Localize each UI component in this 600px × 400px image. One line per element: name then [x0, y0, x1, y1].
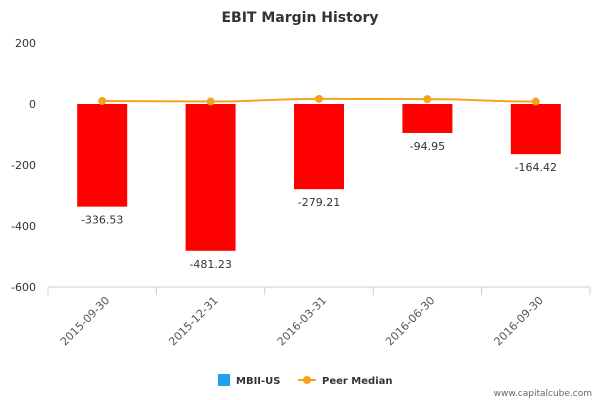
peer-median-point — [423, 95, 432, 104]
y-tick-label: -200 — [11, 159, 36, 172]
y-tick-label: -400 — [11, 220, 36, 233]
x-tick-label: 2016-09-30 — [492, 294, 546, 348]
y-axis: 200 0 -200 -400 -600 — [11, 37, 36, 294]
x-tick-label: 2015-09-30 — [58, 294, 112, 348]
data-label: -336.53 — [81, 214, 123, 227]
chart-title: EBIT Margin History — [221, 10, 378, 26]
x-tick-label: 2016-03-31 — [275, 294, 329, 348]
legend-swatch-peer-marker — [303, 376, 311, 384]
data-labels: -336.53 -481.23 -279.21 -94.95 -164.42 — [81, 140, 557, 271]
legend: MBII-US Peer Median — [218, 374, 393, 387]
y-tick-label: -600 — [11, 281, 36, 294]
data-label: -279.21 — [298, 196, 340, 209]
x-tick-label: 2015-12-31 — [166, 294, 220, 348]
data-label: -94.95 — [410, 140, 445, 153]
bar — [402, 104, 453, 133]
bar-series — [77, 104, 561, 251]
peer-median-point — [531, 97, 540, 106]
y-tick-label: 0 — [29, 98, 36, 111]
x-axis: 2015-09-30 2015-12-31 2016-03-31 2016-06-30… — [47, 286, 591, 348]
bar — [77, 104, 128, 207]
bar — [185, 104, 236, 251]
bar — [510, 104, 561, 155]
legend-label-mbii: MBII-US — [236, 376, 281, 387]
legend-swatch-mbii — [218, 374, 230, 386]
legend-label-peer: Peer Median — [322, 376, 393, 387]
peer-median-point — [98, 96, 107, 105]
peer-median-point — [206, 97, 215, 106]
peer-median-point — [315, 94, 323, 103]
data-label: -481.23 — [189, 258, 231, 271]
bar — [294, 104, 344, 190]
x-tick-label: 2016-06-30 — [383, 294, 437, 348]
line-series — [98, 94, 540, 106]
y-tick-label: 200 — [15, 37, 36, 50]
data-label: -164.42 — [515, 161, 557, 174]
footer-url: www.capitalcube.com — [494, 389, 592, 399]
